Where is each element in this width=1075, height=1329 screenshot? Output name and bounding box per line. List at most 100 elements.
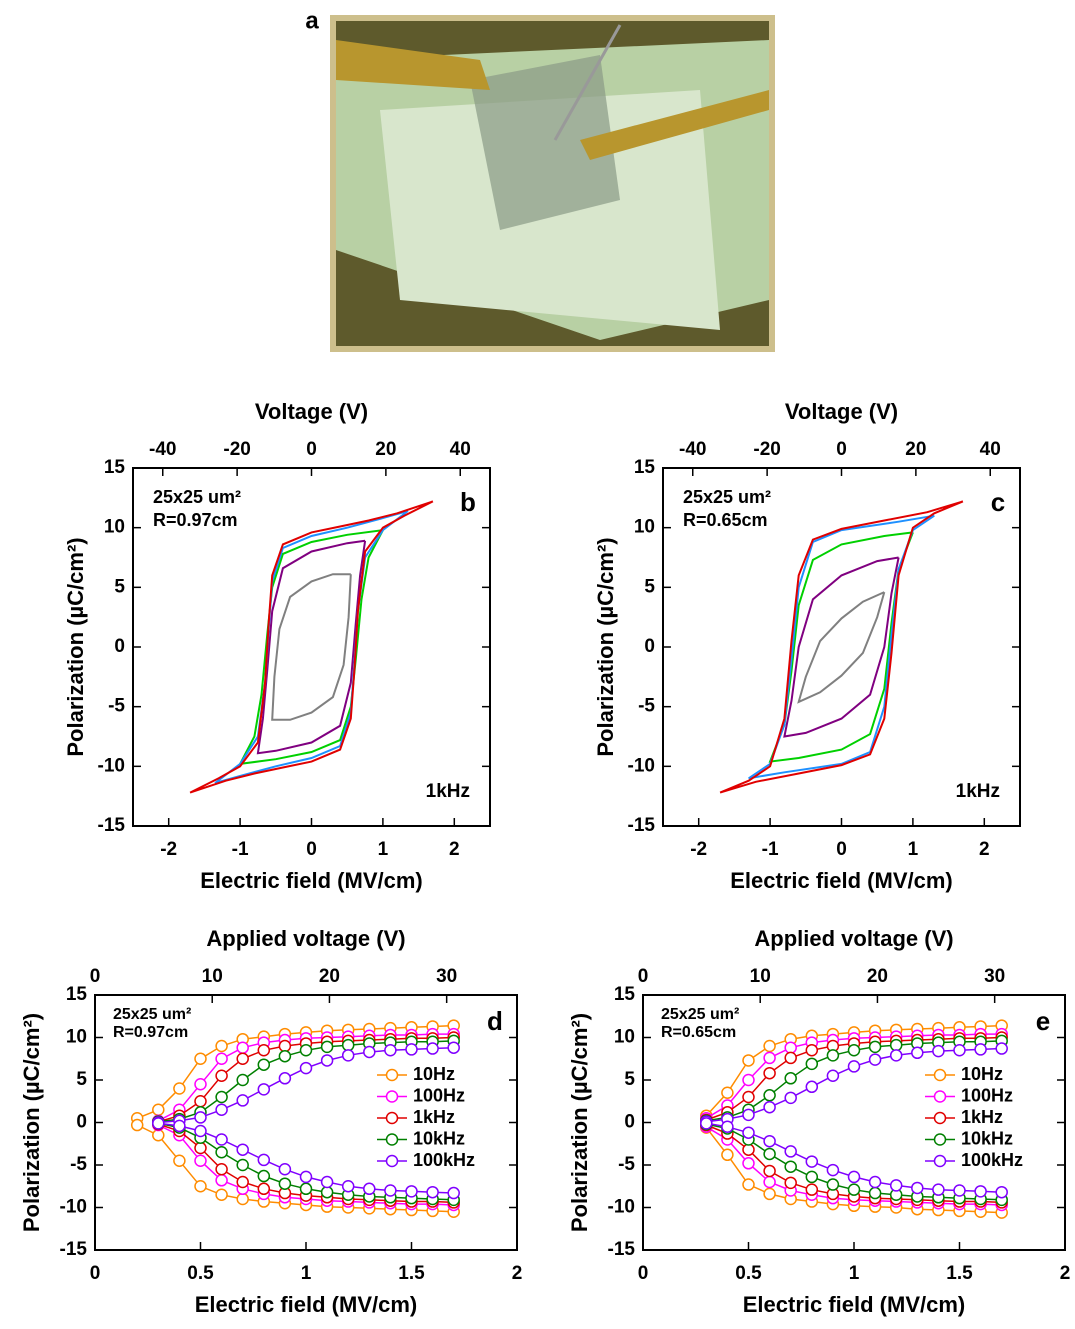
x2-tick-label: -40 bbox=[149, 439, 176, 460]
y-tick-label: 5 bbox=[76, 1069, 87, 1090]
series-line bbox=[783, 556, 900, 738]
x-tick-label: 0 bbox=[638, 1263, 649, 1284]
data-point bbox=[341, 1180, 355, 1193]
x2-tick-label: -40 bbox=[679, 439, 706, 460]
data-point bbox=[742, 1143, 755, 1156]
panel-label: c bbox=[991, 487, 1005, 517]
y-tick-label: 0 bbox=[644, 636, 655, 657]
x-tick-label: 1.5 bbox=[946, 1263, 973, 1284]
data-point bbox=[152, 1129, 165, 1142]
data-point bbox=[784, 1051, 797, 1065]
photo: a bbox=[305, 7, 775, 352]
data-point bbox=[953, 1044, 966, 1057]
data-point bbox=[868, 1175, 882, 1189]
data-point bbox=[995, 1185, 1008, 1199]
data-point bbox=[868, 1186, 882, 1200]
legend-marker bbox=[933, 1154, 947, 1168]
data-point bbox=[257, 1153, 271, 1167]
x-axis-title: Electric field (MV/cm) bbox=[200, 868, 423, 893]
annotation: R=0.65cm bbox=[683, 510, 768, 530]
x-tick-label: 1 bbox=[849, 1263, 860, 1284]
legend-marker bbox=[385, 1154, 399, 1168]
data-point bbox=[721, 1086, 734, 1099]
y-tick-label: 5 bbox=[114, 576, 125, 597]
legend-marker bbox=[933, 1090, 947, 1103]
data-point bbox=[194, 1124, 207, 1138]
data-point bbox=[405, 1185, 418, 1198]
y-axis-title: Polarization (µC/cm²) bbox=[63, 537, 88, 756]
data-point bbox=[320, 1040, 334, 1054]
data-point bbox=[236, 1052, 249, 1065]
data-point bbox=[278, 1039, 292, 1053]
data-point bbox=[341, 1049, 355, 1062]
x2-tick-label: 30 bbox=[436, 966, 457, 987]
data-point bbox=[405, 1043, 418, 1056]
data-point bbox=[868, 1053, 882, 1066]
data-point bbox=[868, 1040, 882, 1054]
data-point bbox=[215, 1103, 228, 1116]
x2-tick-label: -20 bbox=[223, 439, 250, 460]
x-axis-title: Electric field (MV/cm) bbox=[743, 1292, 966, 1317]
data-point bbox=[173, 1154, 186, 1167]
data-point bbox=[805, 1080, 819, 1094]
y-tick-label: 5 bbox=[624, 1069, 635, 1090]
data-point bbox=[763, 1147, 776, 1161]
data-point bbox=[194, 1111, 207, 1124]
y-tick-label: 0 bbox=[76, 1112, 87, 1133]
data-point bbox=[236, 1175, 249, 1189]
data-point bbox=[847, 1044, 861, 1057]
y-tick-label: 10 bbox=[634, 517, 655, 538]
data-point bbox=[784, 1160, 797, 1173]
data-point bbox=[257, 1044, 271, 1057]
data-point bbox=[320, 1054, 334, 1067]
x2-tick-label: 0 bbox=[90, 966, 101, 987]
y-tick-label: 10 bbox=[614, 1027, 635, 1048]
legend-label: 10kHz bbox=[413, 1128, 465, 1148]
x-tick-label: 1 bbox=[301, 1263, 312, 1284]
legend-marker bbox=[933, 1068, 947, 1082]
data-point bbox=[742, 1054, 755, 1067]
data-point bbox=[299, 1044, 313, 1057]
data-point bbox=[763, 1051, 776, 1065]
data-point bbox=[805, 1170, 819, 1184]
data-point bbox=[194, 1141, 207, 1155]
y-tick-label: -10 bbox=[98, 755, 125, 776]
y-tick-label: 15 bbox=[634, 457, 656, 478]
annotation: 25x25 um² bbox=[153, 487, 241, 507]
legend-label: 10Hz bbox=[413, 1064, 455, 1084]
data-point bbox=[721, 1148, 734, 1162]
x2-axis-title: Applied voltage (V) bbox=[206, 926, 405, 951]
panel-label: b bbox=[460, 487, 476, 517]
data-point bbox=[763, 1100, 776, 1114]
legend-marker bbox=[385, 1111, 399, 1125]
panel-label: a bbox=[305, 7, 319, 34]
series-line bbox=[136, 1024, 454, 1119]
data-point bbox=[257, 1083, 271, 1096]
y-tick-label: 15 bbox=[104, 457, 126, 478]
data-point bbox=[953, 1184, 966, 1197]
annotation: 25x25 um² bbox=[661, 1006, 739, 1023]
data-point bbox=[826, 1049, 840, 1062]
series-line bbox=[136, 1124, 454, 1213]
data-point bbox=[784, 1091, 797, 1105]
x2-axis-title: Applied voltage (V) bbox=[754, 926, 953, 951]
data-point bbox=[215, 1052, 228, 1065]
legend-label: 10Hz bbox=[961, 1064, 1003, 1084]
x2-tick-label: -20 bbox=[753, 439, 780, 460]
data-point bbox=[805, 1057, 819, 1071]
data-point bbox=[700, 1117, 713, 1130]
x2-tick-label: 10 bbox=[750, 966, 771, 987]
axes-frame bbox=[642, 994, 1066, 1251]
series-line bbox=[797, 591, 886, 704]
data-point bbox=[341, 1038, 355, 1052]
data-point bbox=[299, 1170, 313, 1184]
series-line bbox=[748, 514, 935, 780]
data-point bbox=[974, 1043, 987, 1056]
data-point bbox=[826, 1163, 840, 1177]
data-point bbox=[215, 1039, 228, 1053]
annotation: 25x25 um² bbox=[113, 1006, 191, 1023]
data-point bbox=[974, 1185, 987, 1198]
y-tick-label: 0 bbox=[624, 1112, 635, 1133]
data-point bbox=[257, 1182, 271, 1196]
